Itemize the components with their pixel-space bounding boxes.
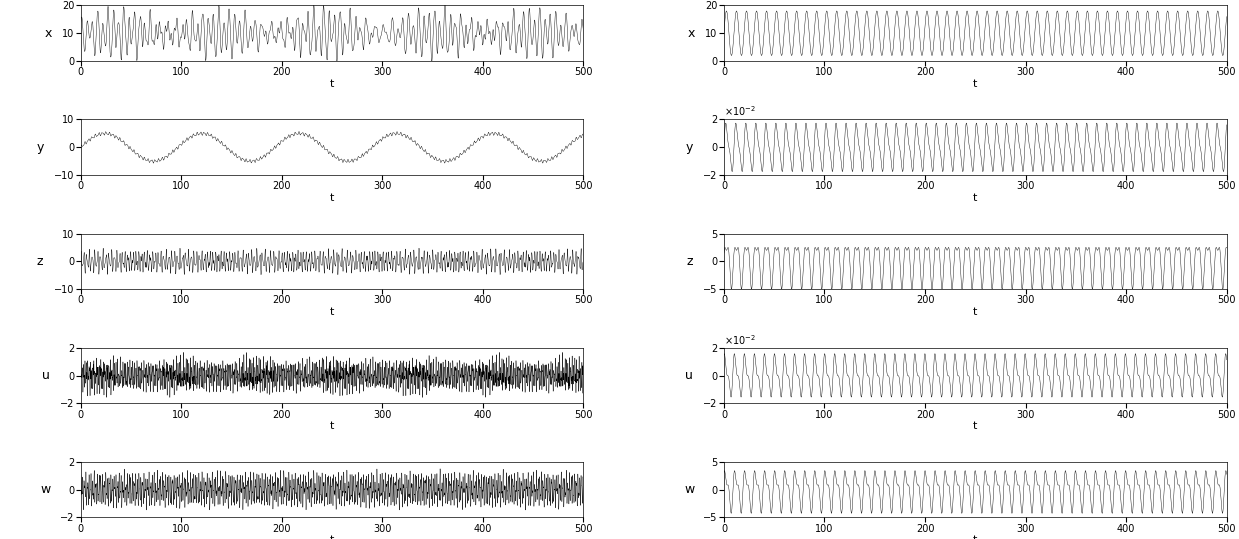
Y-axis label: z: z bbox=[686, 255, 693, 268]
X-axis label: t: t bbox=[330, 535, 335, 539]
X-axis label: t: t bbox=[973, 535, 978, 539]
Y-axis label: w: w bbox=[684, 483, 695, 496]
X-axis label: t: t bbox=[330, 421, 335, 431]
Y-axis label: w: w bbox=[41, 483, 51, 496]
Y-axis label: x: x bbox=[45, 27, 52, 40]
X-axis label: t: t bbox=[330, 193, 335, 203]
X-axis label: t: t bbox=[973, 307, 978, 317]
X-axis label: t: t bbox=[330, 307, 335, 317]
Y-axis label: u: u bbox=[42, 369, 50, 382]
X-axis label: t: t bbox=[973, 79, 978, 89]
X-axis label: t: t bbox=[973, 193, 978, 203]
Y-axis label: x: x bbox=[688, 27, 695, 40]
Text: $\times 10^{-2}$: $\times 10^{-2}$ bbox=[724, 333, 756, 347]
Text: $\times 10^{-2}$: $\times 10^{-2}$ bbox=[724, 105, 756, 119]
Y-axis label: u: u bbox=[685, 369, 694, 382]
X-axis label: t: t bbox=[330, 79, 335, 89]
Y-axis label: y: y bbox=[685, 141, 693, 154]
Y-axis label: z: z bbox=[37, 255, 43, 268]
X-axis label: t: t bbox=[973, 421, 978, 431]
Y-axis label: y: y bbox=[36, 141, 43, 154]
